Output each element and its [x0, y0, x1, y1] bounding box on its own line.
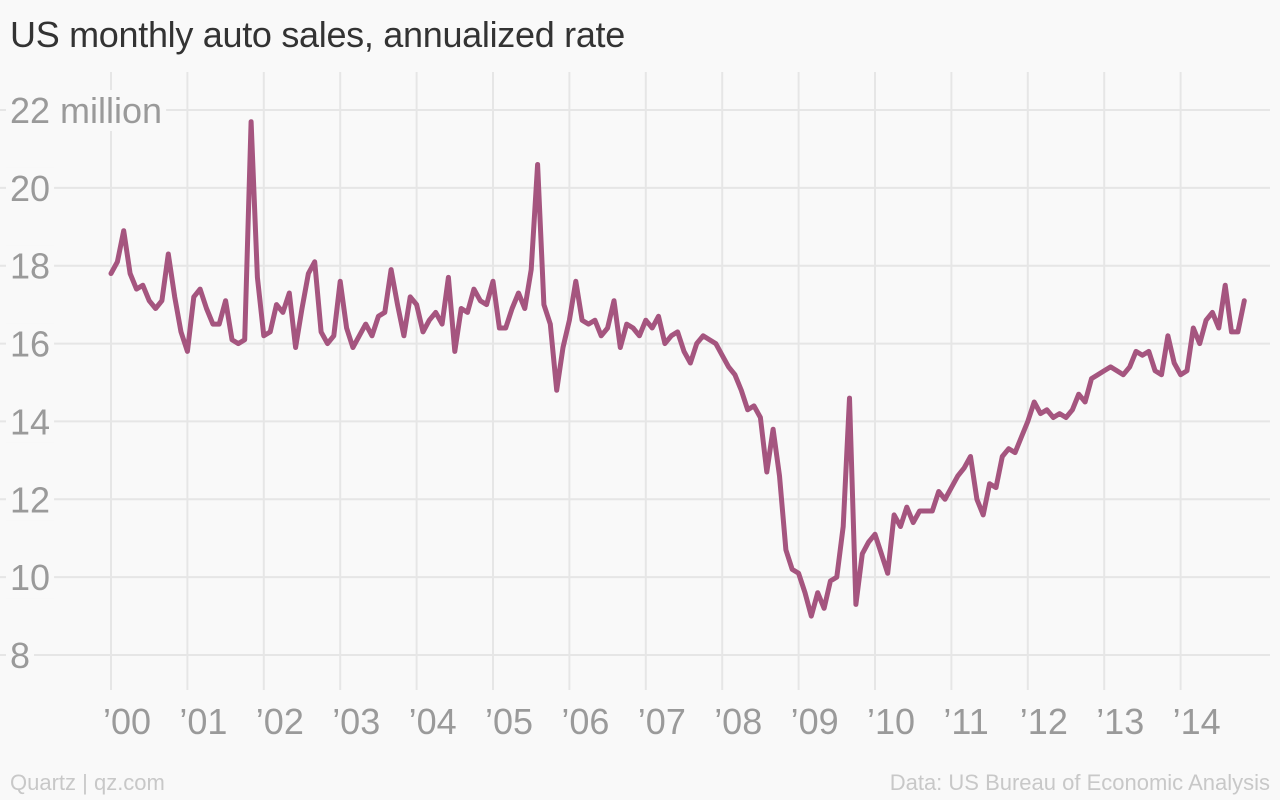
- y-tick-label: 20: [10, 168, 50, 209]
- x-tick-label: ’13: [1096, 701, 1144, 742]
- y-tick-label: 10: [10, 557, 50, 598]
- y-tick-label: 12: [10, 479, 50, 520]
- x-tick-label: ’09: [791, 701, 839, 742]
- x-tick-label: ’14: [1173, 701, 1221, 742]
- y-tick-label: 22 million: [10, 90, 162, 131]
- x-tick-label: ’12: [1020, 701, 1068, 742]
- x-tick-label: ’01: [179, 701, 227, 742]
- y-tick-label: 8: [10, 635, 30, 676]
- y-tick-label-background: [6, 90, 167, 131]
- chart-title: US monthly auto sales, annualized rate: [10, 14, 625, 55]
- footer-credit: Quartz | qz.com: [10, 770, 165, 795]
- y-tick-label: 14: [10, 401, 50, 442]
- x-tick-label: ’06: [561, 701, 609, 742]
- horizontal-gridlines: [0, 109, 1270, 656]
- y-tick-label-background: [6, 479, 55, 521]
- y-tick-label-background: [6, 245, 55, 287]
- x-tick-label: ’07: [638, 701, 686, 742]
- y-tick-label: 16: [10, 324, 50, 365]
- x-axis-tick-labels: ’00 ’01 ’02 ’03 ’04 ’05 ’06 ’07 ’08 ’09 ’10 ’11 ’12 ’…: [103, 701, 1221, 742]
- y-tick-label-background: [6, 635, 35, 676]
- x-tick-label: ’08: [714, 701, 762, 742]
- x-tick-label: ’00: [103, 701, 151, 742]
- series-line: [108, 119, 1247, 619]
- y-tick-label-background: [6, 323, 55, 365]
- footer-source: Data: US Bureau of Economic Analysis: [889, 770, 1270, 795]
- y-axis-tick-labels: 8 10 12 14 16 18 20 22 million: [6, 90, 167, 676]
- x-tick-label: ’03: [332, 701, 380, 742]
- x-tick-label: ’10: [867, 701, 915, 742]
- x-tick-label: ’05: [485, 701, 533, 742]
- y-tick-label-background: [6, 401, 55, 443]
- x-tick-label: ’11: [943, 701, 988, 742]
- x-tick-label: ’02: [256, 701, 304, 742]
- x-tick-label: ’04: [409, 701, 457, 742]
- y-tick-label: 18: [10, 246, 50, 287]
- vertical-gridlines: [110, 72, 1182, 690]
- y-tick-label-background: [6, 167, 55, 209]
- y-tick-label-background: [6, 557, 55, 599]
